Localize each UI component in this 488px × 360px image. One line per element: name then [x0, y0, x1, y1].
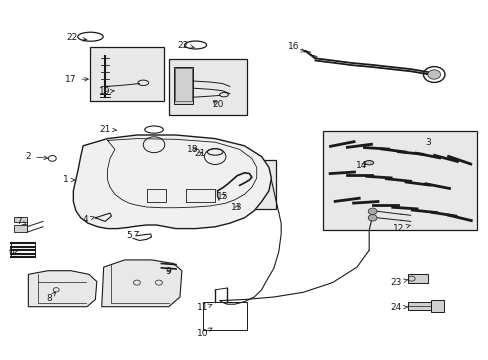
Text: 21: 21	[99, 125, 116, 134]
Text: 7: 7	[17, 217, 26, 226]
Text: 20: 20	[211, 100, 223, 109]
Text: 22: 22	[177, 40, 194, 49]
Bar	[203, 302, 246, 330]
Text: 14: 14	[355, 161, 367, 170]
Polygon shape	[102, 260, 182, 307]
Bar	[407, 274, 427, 283]
Text: 12: 12	[392, 224, 409, 233]
Polygon shape	[73, 135, 271, 229]
Text: 10: 10	[197, 328, 212, 338]
Text: 15: 15	[216, 192, 228, 201]
Bar	[90, 47, 163, 101]
Bar	[173, 67, 193, 104]
Text: 22: 22	[66, 33, 87, 42]
Ellipse shape	[364, 161, 373, 165]
Circle shape	[427, 70, 440, 79]
Bar	[203, 160, 276, 209]
Text: 17: 17	[65, 75, 88, 84]
Text: 9: 9	[165, 267, 171, 276]
Bar	[168, 59, 246, 115]
Text: 3: 3	[424, 138, 430, 147]
Text: 16: 16	[287, 42, 305, 52]
Bar	[322, 131, 476, 230]
Circle shape	[367, 208, 376, 215]
Text: 1: 1	[63, 175, 75, 184]
Text: 2: 2	[25, 152, 48, 161]
Text: 23: 23	[389, 278, 407, 287]
Text: 6: 6	[8, 248, 18, 256]
Bar	[14, 225, 27, 232]
Text: 18: 18	[187, 145, 199, 154]
Text: 19: 19	[99, 87, 114, 96]
Bar	[14, 217, 27, 222]
Text: 4: 4	[82, 215, 94, 224]
Text: 5: 5	[126, 231, 138, 240]
Bar	[175, 68, 191, 101]
Text: 24: 24	[389, 303, 407, 312]
Text: 21: 21	[194, 149, 206, 158]
Bar	[430, 300, 443, 312]
Text: 8: 8	[46, 292, 56, 303]
Circle shape	[367, 215, 376, 221]
Text: 11: 11	[197, 303, 211, 312]
Polygon shape	[28, 271, 97, 307]
Text: 13: 13	[231, 202, 243, 211]
Bar	[407, 302, 430, 310]
